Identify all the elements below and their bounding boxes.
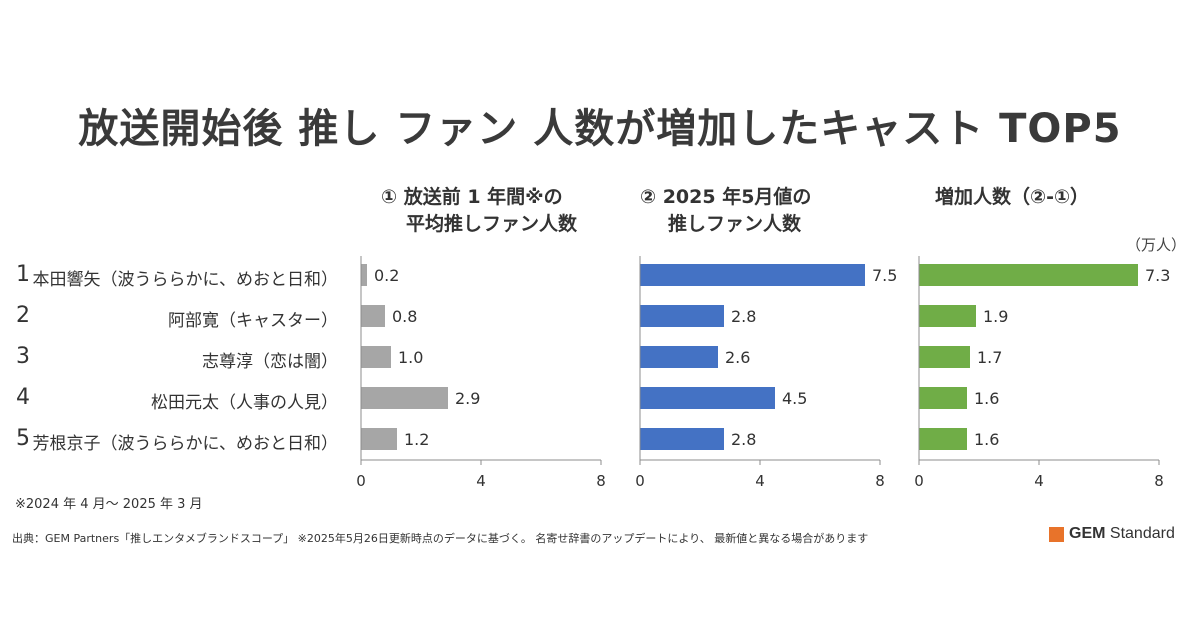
rank-label: 4 [16,385,30,410]
data-label: 7.5 [872,266,897,285]
data-label: 2.8 [731,430,756,449]
data-label: 1.0 [398,348,423,367]
bar [640,264,865,286]
bar-charts: 0.2 0.8 1.0 2.9 1.2 0 4 8 7.5 2.8 2.6 4.5 2.8 0 4 8 7.3 1… [356,256,1170,490]
bar [919,428,967,450]
logo-mark-icon [1049,526,1064,542]
rank-label: 3 [16,344,30,369]
column-header-before: ① 放送前 1 年間※の 平均推しファン人数 [381,184,577,238]
logo-text: GEM Standard [1069,525,1175,543]
x-tick-label: 8 [596,472,606,490]
x-tick-label: 0 [356,472,366,490]
bar [640,346,718,368]
unit-label: （万人） [1126,236,1187,254]
bar [919,387,967,409]
bar [640,428,724,450]
data-label: 1.2 [404,430,429,449]
logo-text-bold: GEM [1069,525,1106,542]
data-label: 7.3 [1145,266,1170,285]
period-note: ※2024 年 4 月～ 2025 年 3 月 [15,497,203,512]
bar [640,305,724,327]
rank-label: 5 [16,426,30,451]
data-label: 2.6 [725,348,750,367]
bar [361,346,391,368]
bar [919,346,970,368]
brand-logo: GEM Standard [1049,525,1175,543]
data-label: 0.2 [374,266,399,285]
bar [361,305,385,327]
bar [361,264,367,286]
x-tick-label: 8 [875,472,885,490]
x-tick-label: 8 [1154,472,1164,490]
bar [919,264,1138,286]
data-label: 2.9 [455,389,480,408]
rank-label: 2 [16,303,30,328]
x-tick-label: 4 [1034,472,1044,490]
x-tick-label: 0 [914,472,924,490]
column-header-increase-line1: 増加人数（②-①） [935,186,1090,208]
chart-title: 放送開始後 推し ファン 人数が増加したキャスト TOP5 [78,106,1122,152]
bar [640,387,775,409]
cast-name: 松田元太（人事の人見） [151,393,338,413]
bar [361,387,448,409]
x-tick-label: 4 [476,472,486,490]
column-header-before-line1: ① 放送前 1 年間※の [381,186,563,208]
data-label: 1.7 [977,348,1002,367]
column-header-may: ② 2025 年5月値の 推しファン人数 [640,184,811,238]
data-label: 1.6 [974,389,999,408]
logo-text-rest: Standard [1105,525,1175,542]
data-label: 4.5 [782,389,807,408]
data-label: 1.9 [983,307,1008,326]
column-header-may-line2: 推しファン人数 [668,213,802,235]
column-header-increase: 増加人数（②-①） [935,184,1089,211]
cast-name: 芳根京子（波うららかに、めおと日和） [32,434,339,454]
column-header-before-line2: 平均推しファン人数 [406,213,578,235]
cast-name: 本田響矢（波うららかに、めおと日和） [32,270,339,290]
data-label: 2.8 [731,307,756,326]
bar [361,428,397,450]
x-tick-label: 0 [635,472,645,490]
cast-name: 阿部寛（キャスター） [168,311,338,331]
rank-label: 1 [16,262,30,287]
data-label: 1.6 [974,430,999,449]
bar [919,305,976,327]
data-label: 0.8 [392,307,417,326]
x-tick-label: 4 [755,472,765,490]
cast-name: 志尊淳（恋は闇） [202,352,338,372]
column-header-may-line1: ② 2025 年5月値の [640,186,812,208]
source-note: 出典：GEM Partners「推しエンタメブランドスコープ」 ※2025年5月… [12,532,869,545]
